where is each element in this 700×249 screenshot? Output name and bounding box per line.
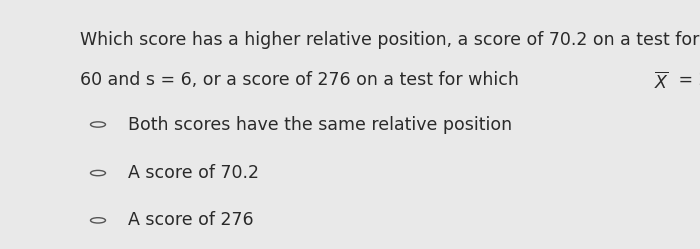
Text: $\overline{X}$: $\overline{X}$ xyxy=(654,71,669,92)
Text: Which score has a higher relative position, a score of 70.2 on a test for which: Which score has a higher relative positi… xyxy=(80,31,700,49)
Text: Both scores have the same relative position: Both scores have the same relative posit… xyxy=(128,116,512,133)
Text: A score of 276: A score of 276 xyxy=(128,211,253,229)
Text: 60 and s = 6, or a score of 276 on a test for which: 60 and s = 6, or a score of 276 on a tes… xyxy=(80,71,525,89)
Text: = 240 and s = 24?: = 240 and s = 24? xyxy=(673,71,700,89)
Text: A score of 70.2: A score of 70.2 xyxy=(128,164,259,182)
